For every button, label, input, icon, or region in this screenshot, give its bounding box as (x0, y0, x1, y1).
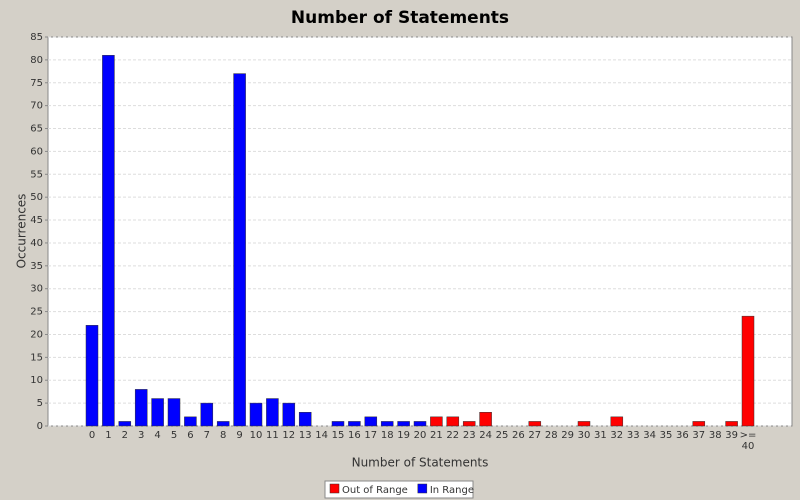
x-tick-label: 6 (187, 430, 193, 441)
x-tick-label: 10 (250, 430, 263, 441)
x-axis-label: Number of Statements (352, 456, 489, 470)
chart-title: Number of Statements (291, 8, 509, 28)
bar (233, 73, 246, 427)
x-tick-label: 2 (122, 430, 128, 441)
y-tick-label: 55 (30, 169, 43, 180)
x-tick-label: 37 (692, 430, 705, 441)
bar (249, 402, 263, 427)
bar (167, 398, 181, 427)
x-tick-label: 0 (89, 430, 95, 441)
bar (266, 398, 279, 427)
x-tick-label: 8 (220, 430, 226, 441)
x-tick-label: 17 (364, 430, 377, 441)
bar (298, 412, 312, 427)
x-tick-label: 31 (594, 430, 607, 441)
x-tick-label: 15 (332, 430, 345, 441)
bar (102, 55, 115, 427)
y-tick-label: 65 (30, 124, 43, 135)
x-tick-label: 38 (709, 430, 722, 441)
y-tick-label: 10 (30, 375, 43, 386)
bar (528, 421, 542, 427)
y-tick-label: 70 (30, 101, 43, 112)
x-tick-label: 33 (627, 430, 640, 441)
x-tick-label: 21 (430, 430, 443, 441)
x-tick-label: 14 (315, 430, 328, 441)
x-tick-label: 13 (299, 430, 312, 441)
bar (85, 325, 99, 427)
x-tick-label: >= 40 (740, 430, 757, 452)
bar (610, 416, 624, 427)
bar (118, 421, 132, 427)
y-tick-label: 75 (30, 78, 43, 89)
x-tick-label: 35 (660, 430, 673, 441)
x-tick-label: 7 (204, 430, 210, 441)
plot-area (47, 36, 793, 427)
x-tick-label: 29 (561, 430, 574, 441)
x-tick-label: 24 (479, 430, 492, 441)
bar (577, 421, 591, 427)
x-tick-label: 12 (282, 430, 295, 441)
x-tick-label: 22 (446, 430, 459, 441)
legend-swatch (329, 483, 340, 494)
x-tick-label: 23 (463, 430, 476, 441)
bar (184, 416, 197, 427)
x-tick-label: 19 (397, 430, 410, 441)
bar (331, 421, 345, 427)
bar (216, 421, 230, 427)
x-tick-label: 30 (578, 430, 591, 441)
bar (397, 421, 410, 427)
bar (380, 421, 394, 427)
x-tick-label: 28 (545, 430, 558, 441)
y-tick-label: 85 (30, 32, 43, 43)
y-tick-label: 20 (30, 329, 43, 340)
x-tick-label: 20 (414, 430, 427, 441)
x-tick-label: 34 (643, 430, 656, 441)
bar (348, 421, 361, 427)
bar (413, 421, 427, 427)
legend-swatch (417, 483, 428, 494)
x-tick-label: 25 (496, 430, 509, 441)
bar (462, 421, 476, 427)
x-tick-label: 36 (676, 430, 689, 441)
y-tick-label: 5 (37, 398, 43, 409)
bar (479, 412, 492, 427)
x-tick-label: 18 (381, 430, 394, 441)
x-tick-label: 26 (512, 430, 525, 441)
y-tick-label: 50 (30, 192, 43, 203)
legend-label: Out of Range (342, 485, 408, 496)
bar (151, 398, 164, 427)
y-tick-label: 25 (30, 307, 43, 318)
x-tick-label: 1 (105, 430, 111, 441)
bar (692, 421, 706, 427)
x-tick-label: 4 (154, 430, 160, 441)
y-tick-label: 80 (30, 55, 43, 66)
y-tick-label: 60 (30, 146, 43, 157)
bar (134, 389, 148, 427)
bar (430, 416, 443, 427)
x-tick-label: 5 (171, 430, 177, 441)
x-tick-label: 16 (348, 430, 361, 441)
bar (741, 315, 755, 427)
legend-label: In Range (430, 485, 474, 496)
x-tick-label: 27 (528, 430, 541, 441)
y-axis-label: Occurrences (15, 194, 29, 269)
y-tick-label: 35 (30, 261, 43, 272)
y-tick-label: 30 (30, 284, 43, 295)
y-tick-label: 0 (37, 421, 43, 432)
bar (282, 402, 296, 427)
bar (364, 416, 378, 427)
x-tick-label: 11 (266, 430, 279, 441)
x-tick-label: 39 (725, 430, 738, 441)
legend (324, 480, 474, 499)
bar (446, 416, 460, 427)
y-tick-label: 45 (30, 215, 43, 226)
x-tick-label: 9 (236, 430, 242, 441)
x-tick-label: 3 (138, 430, 144, 441)
y-tick-label: 40 (30, 238, 43, 249)
y-tick-label: 15 (30, 352, 43, 363)
bar (725, 421, 738, 427)
bar (200, 402, 214, 427)
x-tick-label: 32 (610, 430, 623, 441)
